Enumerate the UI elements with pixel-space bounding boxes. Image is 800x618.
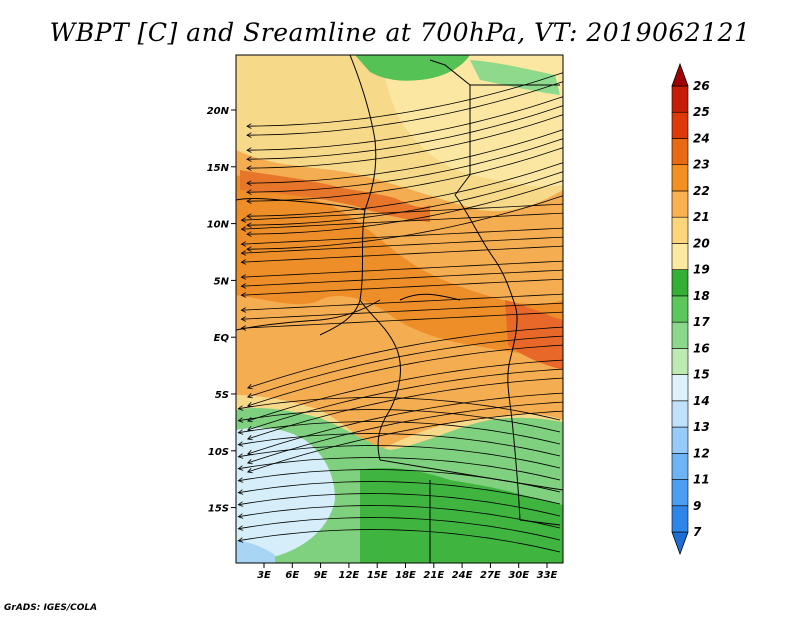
longitude-axis: 3E 6E 9E 12E 15E 18E 21E 24E 27E 30E 33E [257,563,558,581]
country-borders [236,55,563,563]
lat-label: 15S [208,504,229,515]
colorbar-segment [671,452,689,480]
map-frame [235,54,564,564]
colorbar-segment [671,505,689,533]
colorbar-label: 25 [693,105,710,119]
cool-north [380,55,563,187]
hot-region [236,175,563,360]
hot-band-north [240,170,430,222]
colorbar-segment [671,164,689,192]
map-panel [236,55,563,563]
colorbar-segment [671,138,689,166]
hot-patch-east [505,300,563,370]
colorbar: 7 9 11 12 13 14 15 16 17 18 19 20 21 22 23 24 25 26 [671,62,710,556]
colorbar-segment [671,348,689,375]
lat-label: 10N [207,220,230,231]
colorbar-segment [671,190,689,218]
latitude-axis: 20N 15N 10N 5N EQ 5S 10S 15S [207,106,236,515]
colorbar-segment [671,243,689,270]
lon-label: 3E [257,570,271,581]
colorbar-segment [671,374,689,402]
blue-patch [236,540,275,563]
colorbar-label: 19 [693,263,710,277]
colorbar-label: 14 [693,394,710,408]
colorbar-label: 23 [693,158,710,172]
colorbar-segment [671,426,689,454]
colorbar-label: 20 [693,236,710,250]
green-north-east [470,60,560,95]
lat-label: 5S [215,390,229,401]
colorbar-label: 16 [693,341,710,355]
green-south-dark [360,468,563,563]
lat-label: 10S [208,447,229,458]
colorbar-label: 22 [693,184,710,198]
lon-label: 30E [508,570,529,581]
colorbar-segment [671,85,689,113]
colorbar-label: 17 [693,315,710,329]
lon-label: 33E [537,570,558,581]
lat-label: 15N [207,163,230,174]
colorbar-max-arrow [671,62,689,87]
lat-label: 20N [207,106,230,117]
colorbar-segment [671,321,689,349]
lon-label: 18E [395,570,416,581]
colorbar-label: 9 [693,499,701,513]
colorbar-label: 13 [693,420,710,434]
colorbar-label: 11 [693,473,710,487]
blue-southwest [236,427,335,563]
lon-label: 9E [314,570,328,581]
colorbar-label: 15 [693,368,710,382]
lat-label: 5N [214,276,230,287]
colorbar-segment [671,269,689,297]
lon-label: 24E [452,570,473,581]
colorbar-label: 24 [693,131,710,145]
colorbar-segment [671,400,689,428]
colorbar-label: 12 [693,446,710,460]
colorbar-label: 7 [693,525,702,539]
credit-text: GrADS: IGES/COLA [4,603,98,613]
green-north-patch [355,55,470,81]
map-title: WBPT [C] and Sreamline at 700hPa, VT: 20… [49,18,751,47]
lon-label: 27E [480,570,501,581]
colorbar-segment [671,216,689,244]
lon-label: 12E [339,570,360,581]
colorbar-label: 21 [693,210,710,224]
lon-label: 6E [285,570,299,581]
colorbar-label: 26 [693,79,710,93]
colorbar-label: 18 [693,289,710,303]
colorbar-segment [671,479,689,507]
colorbar-min-arrow [671,531,689,556]
lon-label: 15E [367,570,388,581]
colorbar-segment [671,295,689,323]
colorbar-segment [671,111,689,139]
lat-label: EQ [214,333,230,344]
lon-label: 21E [423,570,444,581]
